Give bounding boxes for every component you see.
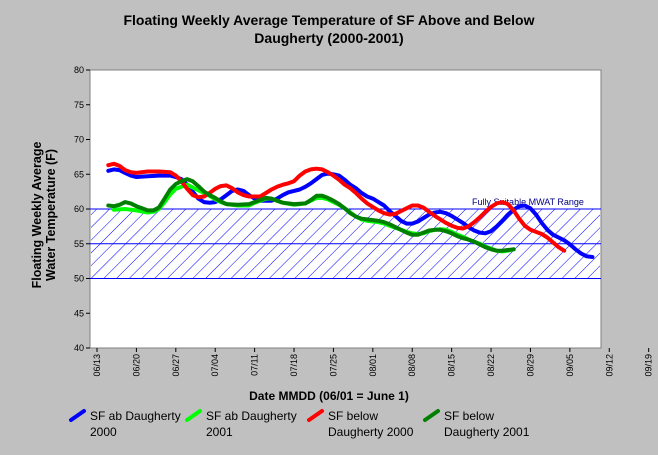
legend-label: SF below — [328, 409, 379, 423]
x-tick-label: 06/27 — [171, 354, 181, 377]
mwat-band-label: Fully Suitable MWAT Range — [472, 197, 584, 207]
y-tick-label: 50 — [74, 274, 84, 284]
legend-label: 2001 — [206, 425, 233, 439]
y-axis-label: Floating Weekly Average Water Temperatur… — [30, 65, 58, 365]
legend-swatch-sf-below-2001 — [423, 409, 440, 422]
chart-title-line-2: Daugherty (2000-2001) — [254, 30, 404, 46]
x-tick-label: 08/08 — [407, 354, 417, 377]
x-tick-label: 07/04 — [210, 354, 220, 377]
legend-label: SF ab Daugherty — [206, 409, 297, 423]
series-lines — [106, 161, 595, 259]
x-tick-label: 08/15 — [447, 354, 457, 377]
x-tick-label: 06/20 — [131, 354, 141, 377]
x-tick-label: 08/29 — [525, 354, 535, 377]
series-line-3 — [106, 177, 516, 253]
y-tick-label: 65 — [74, 169, 84, 179]
x-tick-label: 08/01 — [368, 354, 378, 377]
axes: 40 45 50 55 60 65 70 75 80 06/13 06/20 06/27 07/04 07… — [74, 65, 654, 377]
legend-label: Daugherty 2001 — [444, 425, 530, 439]
series-line-2 — [106, 161, 567, 253]
x-tick-label: 08/22 — [486, 354, 496, 377]
y-tick-label: 55 — [74, 239, 84, 249]
y-axis-label-line-1: Floating Weekly Average — [30, 141, 44, 289]
x-tick-label: 09/19 — [644, 354, 654, 377]
y-axis-label-line-2: Water Temperature (F) — [44, 149, 58, 281]
x-tick-label: 07/11 — [250, 354, 260, 376]
legend-swatch-sf-ab-2001 — [185, 409, 202, 422]
x-axis-label: Date MMDD (06/01 = June 1) — [249, 389, 409, 403]
x-tick-label: 09/05 — [565, 354, 575, 377]
x-tick-label: 06/13 — [92, 354, 102, 377]
legend-swatch-sf-ab-2000 — [69, 409, 86, 422]
y-tick-label: 45 — [74, 308, 84, 318]
legend-label: 2000 — [90, 425, 117, 439]
y-tick-label: 75 — [74, 100, 84, 110]
y-tick-label: 80 — [74, 65, 84, 75]
legend-label: SF ab Daugherty — [90, 409, 181, 423]
series-line-0 — [106, 167, 595, 259]
legend-swatch-sf-below-2000 — [307, 409, 324, 422]
x-tick-label: 07/18 — [289, 354, 299, 377]
legend-label: SF below — [444, 409, 495, 423]
x-tick-label: 09/12 — [604, 354, 614, 377]
y-tick-label: 40 — [74, 343, 84, 353]
y-tick-label: 60 — [74, 204, 84, 214]
legend-label: Daugherty 2000 — [328, 425, 414, 439]
y-tick-label: 70 — [74, 135, 84, 145]
x-tick-label: 07/25 — [328, 354, 338, 377]
chart-title-line-1: Floating Weekly Average Temperature of S… — [123, 12, 535, 28]
